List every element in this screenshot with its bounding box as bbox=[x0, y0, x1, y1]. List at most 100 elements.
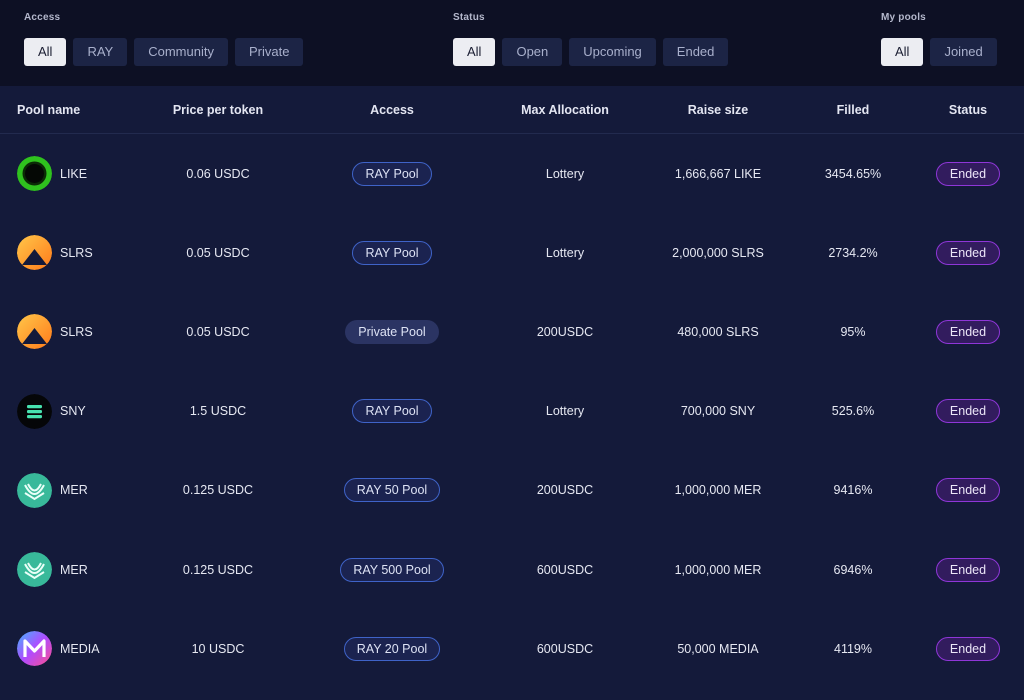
access-badge: Private Pool bbox=[345, 319, 439, 344]
header-filled[interactable]: Filled bbox=[836, 103, 870, 117]
pool-name-cell: SLRS bbox=[17, 213, 157, 292]
sny-token-icon bbox=[17, 393, 52, 429]
max-allocation-cell: 600USDC bbox=[536, 641, 594, 656]
header-pool-name[interactable]: Pool name bbox=[17, 103, 81, 117]
access-filter-private[interactable]: Private bbox=[234, 38, 304, 66]
filled-cell: 2734.2% bbox=[828, 245, 878, 260]
status-badge: Ended bbox=[936, 161, 1000, 186]
filter-bar: Access All RAY Community Private Status … bbox=[0, 0, 1024, 86]
status-cell: Ended bbox=[918, 213, 1018, 292]
filled-cell: 4119% bbox=[834, 641, 872, 656]
status-cell: Ended bbox=[918, 451, 1018, 530]
access-filter-all[interactable]: All bbox=[24, 38, 67, 66]
pool-name-cell: SLRS bbox=[17, 292, 157, 371]
access-badge: RAY Pool bbox=[352, 240, 432, 265]
access-cell: RAY Pool bbox=[322, 134, 462, 213]
my-pools-filter-joined[interactable]: Joined bbox=[930, 38, 997, 66]
media-token-icon bbox=[17, 631, 52, 667]
status-cell: Ended bbox=[918, 609, 1018, 688]
filled-cell: 3454.65% bbox=[824, 166, 882, 181]
header-access[interactable]: Access bbox=[370, 103, 414, 117]
status-filter-all[interactable]: All bbox=[453, 38, 496, 66]
pool-name: MER bbox=[60, 483, 88, 498]
max-allocation-cell: Lottery bbox=[545, 245, 585, 260]
access-cell: RAY 20 Pool bbox=[322, 609, 462, 688]
table-header: Pool name Price per token Access Max All… bbox=[0, 86, 1024, 134]
access-filter-community[interactable]: Community bbox=[134, 38, 228, 66]
status-cell: Ended bbox=[918, 372, 1018, 451]
table-row[interactable]: SLRS 0.05 USDC RAY Pool Lottery 2,000,000 SL… bbox=[0, 213, 1024, 292]
table-row[interactable]: MER 0.125 USDC RAY 50 Pool 200USDC 1,000,000… bbox=[0, 451, 1024, 530]
table-row[interactable]: LIKE 0.06 USDC RAY Pool Lottery 1,666,667 LI… bbox=[0, 134, 1024, 213]
status-badge: Ended bbox=[936, 557, 1000, 582]
price-cell: 10 USDC bbox=[191, 641, 245, 656]
price-cell: 0.05 USDC bbox=[186, 245, 250, 260]
pool-name-cell: MEDIA bbox=[17, 609, 157, 688]
access-filter-group: Access All RAY Community Private bbox=[24, 12, 304, 66]
pool-name: SLRS bbox=[60, 324, 93, 339]
status-badge: Ended bbox=[936, 240, 1000, 265]
raise-size-cell: 2,000,000 SLRS bbox=[672, 245, 764, 260]
mer-token-icon bbox=[17, 552, 52, 587]
access-cell: RAY 50 Pool bbox=[322, 451, 462, 530]
raise-size-cell: 480,000 SLRS bbox=[677, 324, 759, 339]
like-token-icon bbox=[17, 156, 52, 191]
status-cell: Ended bbox=[918, 530, 1018, 609]
my-pools-filter-all[interactable]: All bbox=[881, 38, 924, 66]
max-allocation-cell: 200USDC bbox=[536, 483, 594, 498]
access-cell: Private Pool bbox=[322, 292, 462, 371]
raise-size-cell: 1,000,000 MER bbox=[674, 562, 762, 577]
header-raise-size[interactable]: Raise size bbox=[687, 103, 749, 117]
access-badge: RAY 50 Pool bbox=[343, 478, 441, 503]
price-cell: 0.06 USDC bbox=[186, 166, 250, 181]
max-allocation-cell: Lottery bbox=[545, 166, 585, 181]
pool-name: LIKE bbox=[60, 166, 88, 181]
status-filter-group: Status All Open Upcoming Ended bbox=[453, 12, 729, 66]
max-allocation-cell: 600USDC bbox=[536, 562, 594, 577]
access-badge: RAY Pool bbox=[352, 161, 432, 186]
max-allocation-cell: Lottery bbox=[545, 404, 585, 419]
status-badge: Ended bbox=[936, 636, 1000, 661]
price-cell: 0.125 USDC bbox=[182, 483, 254, 498]
pools-table: Pool name Price per token Access Max All… bbox=[0, 86, 1024, 700]
access-filter-ray[interactable]: RAY bbox=[73, 38, 128, 66]
table-row[interactable]: SNY 1.5 USDC RAY Pool Lottery 700,000 SNY 525… bbox=[0, 372, 1024, 451]
header-price[interactable]: Price per token bbox=[172, 103, 264, 117]
filled-cell: 525.6% bbox=[831, 404, 875, 419]
status-badge: Ended bbox=[936, 478, 1000, 503]
status-filter-upcoming[interactable]: Upcoming bbox=[569, 38, 656, 66]
mer-token-icon bbox=[17, 472, 52, 508]
status-cell: Ended bbox=[918, 134, 1018, 213]
status-filter-ended[interactable]: Ended bbox=[662, 38, 729, 66]
pool-name: MER bbox=[60, 562, 88, 577]
status-badge: Ended bbox=[936, 399, 1000, 424]
pool-name-cell: MER bbox=[17, 451, 157, 530]
header-status[interactable]: Status bbox=[948, 103, 988, 117]
max-allocation-cell: 200USDC bbox=[536, 324, 594, 339]
price-cell: 0.125 USDC bbox=[182, 562, 254, 577]
filled-cell: 9416% bbox=[833, 483, 873, 498]
my-pools-filter-group: My pools All Joined bbox=[881, 12, 997, 66]
pool-name-cell: LIKE bbox=[17, 134, 157, 213]
pool-name-cell: SNY bbox=[17, 372, 157, 451]
raise-size-cell: 1,666,667 LIKE bbox=[674, 166, 762, 181]
access-cell: RAY 500 Pool bbox=[322, 530, 462, 609]
raise-size-cell: 1,000,000 MER bbox=[674, 483, 762, 498]
header-max-allocation[interactable]: Max Allocation bbox=[521, 103, 609, 117]
status-filter-label: Status bbox=[453, 12, 485, 23]
table-row[interactable]: MER 0.125 USDC RAY 500 Pool 600USDC 1,000,00… bbox=[0, 530, 1024, 609]
access-cell: RAY Pool bbox=[322, 213, 462, 292]
access-filter-label: Access bbox=[24, 12, 61, 23]
pool-name: SNY bbox=[60, 404, 86, 419]
table-row[interactable]: SLRS 0.05 USDC Private Pool 200USDC 480,000 … bbox=[0, 292, 1024, 371]
filled-cell: 95% bbox=[840, 324, 866, 339]
status-badge: Ended bbox=[936, 319, 1000, 344]
access-badge: RAY 20 Pool bbox=[343, 636, 441, 661]
status-filter-open[interactable]: Open bbox=[502, 38, 563, 66]
my-pools-filter-label: My pools bbox=[881, 12, 926, 23]
table-row[interactable]: MEDIA 10 USDC RAY 20 Pool 600USDC 50,000 MED… bbox=[0, 609, 1024, 688]
pool-name: SLRS bbox=[60, 245, 93, 260]
access-badge: RAY 500 Pool bbox=[340, 557, 444, 582]
slrs-token-icon bbox=[17, 235, 52, 271]
slrs-token-icon bbox=[17, 314, 52, 350]
